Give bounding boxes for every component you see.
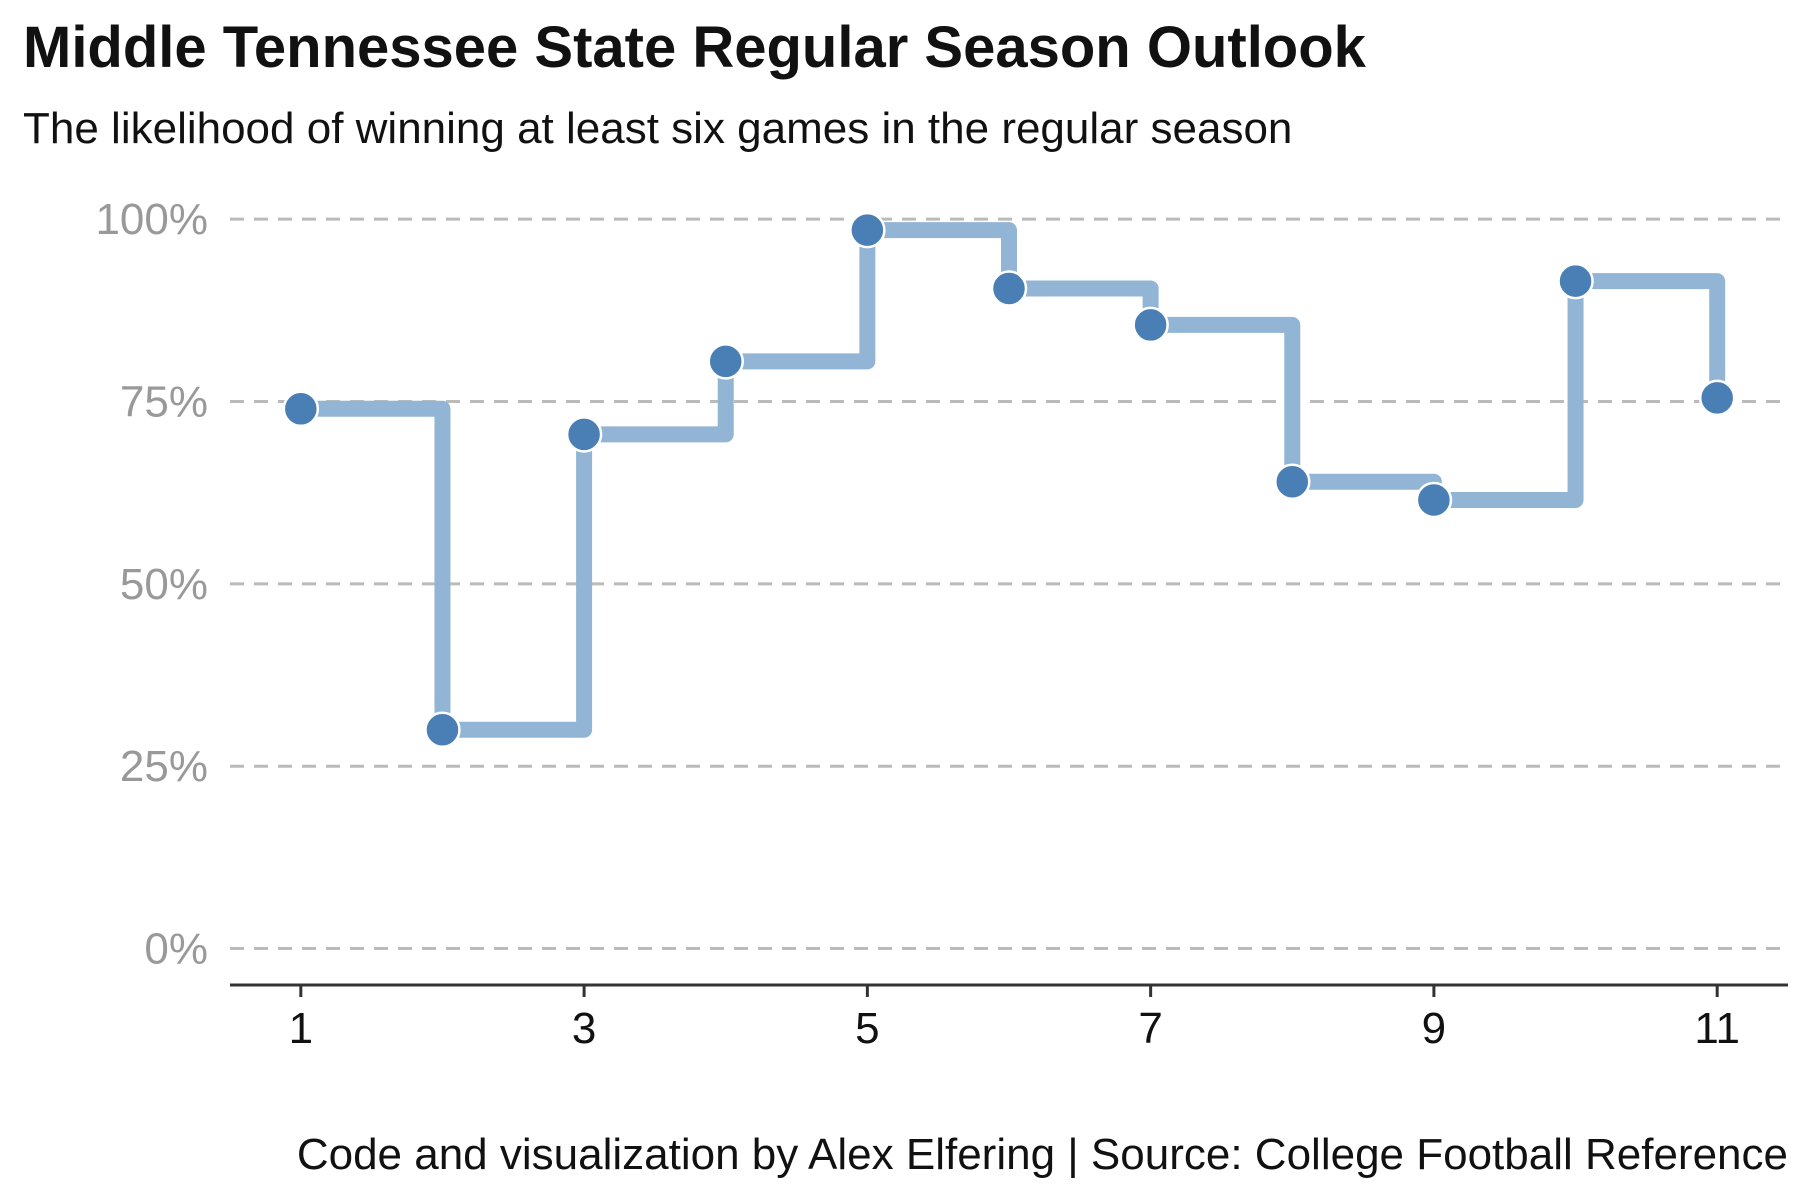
data-point bbox=[1698, 379, 1736, 417]
data-point bbox=[707, 343, 744, 380]
data-point bbox=[424, 711, 461, 748]
data-point bbox=[990, 270, 1028, 307]
y-tick-label: 100% bbox=[95, 195, 208, 244]
x-tick-label: 9 bbox=[1422, 1004, 1446, 1053]
y-axis-ticks: 0% 25% 50% 75% 100% bbox=[95, 195, 208, 973]
data-points bbox=[282, 211, 1736, 748]
x-tick-label: 7 bbox=[1138, 1004, 1162, 1053]
chart-title: Middle Tennessee State Regular Season Ou… bbox=[23, 15, 1366, 80]
data-point bbox=[849, 211, 886, 249]
x-tick-label: 11 bbox=[1694, 1004, 1740, 1053]
y-tick-label: 0% bbox=[144, 925, 208, 974]
step-chart: 0% 25% 50% 75% 100% 1 3 5 7 9 11 bbox=[95, 195, 1788, 1053]
x-tick-label: 3 bbox=[572, 1004, 596, 1053]
gridlines bbox=[230, 217, 1788, 951]
data-point bbox=[1274, 463, 1311, 500]
x-tick-label: 5 bbox=[855, 1004, 879, 1053]
x-axis-ticks: 1 3 5 7 9 11 bbox=[289, 985, 1740, 1053]
y-tick-label: 50% bbox=[120, 560, 208, 609]
y-tick-label: 25% bbox=[120, 742, 208, 791]
data-point bbox=[565, 416, 603, 453]
data-point bbox=[1132, 306, 1169, 344]
data-point bbox=[282, 390, 320, 428]
x-tick-label: 1 bbox=[289, 1004, 313, 1053]
data-point bbox=[1415, 481, 1453, 519]
data-point bbox=[1557, 262, 1594, 300]
chart-caption: Code and visualization by Alex Elfering … bbox=[296, 1130, 1788, 1179]
y-tick-label: 75% bbox=[120, 378, 208, 427]
chart-subtitle: The likelihood of winning at least six g… bbox=[23, 104, 1293, 153]
